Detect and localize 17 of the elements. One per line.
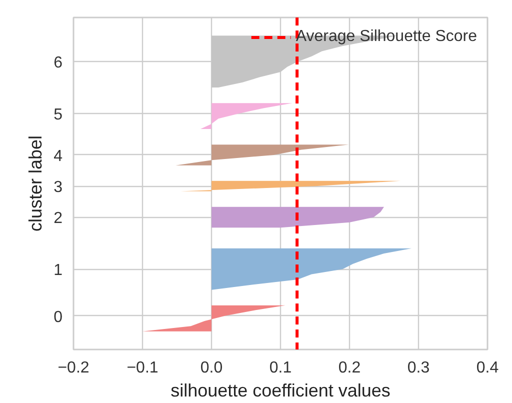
y-axis-title: cluster label — [26, 135, 46, 232]
x-tick-label: 0.0 — [200, 360, 223, 376]
x-tick-label: −0.2 — [58, 360, 90, 376]
y-tick-label: 2 — [54, 210, 63, 228]
ref-line-label: Average Silhouette Score — [296, 28, 477, 46]
x-axis-title: silhouette coefficient values — [170, 380, 390, 400]
y-tick-label: 1 — [54, 262, 63, 280]
y-tick-label: 5 — [54, 106, 63, 124]
x-tick-label: 0.1 — [269, 360, 292, 376]
x-tick-label: 0.2 — [338, 360, 361, 376]
x-tick-label: 0.3 — [407, 360, 430, 376]
x-tick-label: −0.1 — [126, 360, 158, 376]
y-tick-label: 6 — [54, 54, 63, 72]
y-tick-label: 3 — [54, 179, 63, 196]
x-tick-label: 0.4 — [476, 360, 499, 376]
y-tick-label: 0 — [54, 308, 63, 326]
y-tick-label: 4 — [54, 148, 63, 165]
